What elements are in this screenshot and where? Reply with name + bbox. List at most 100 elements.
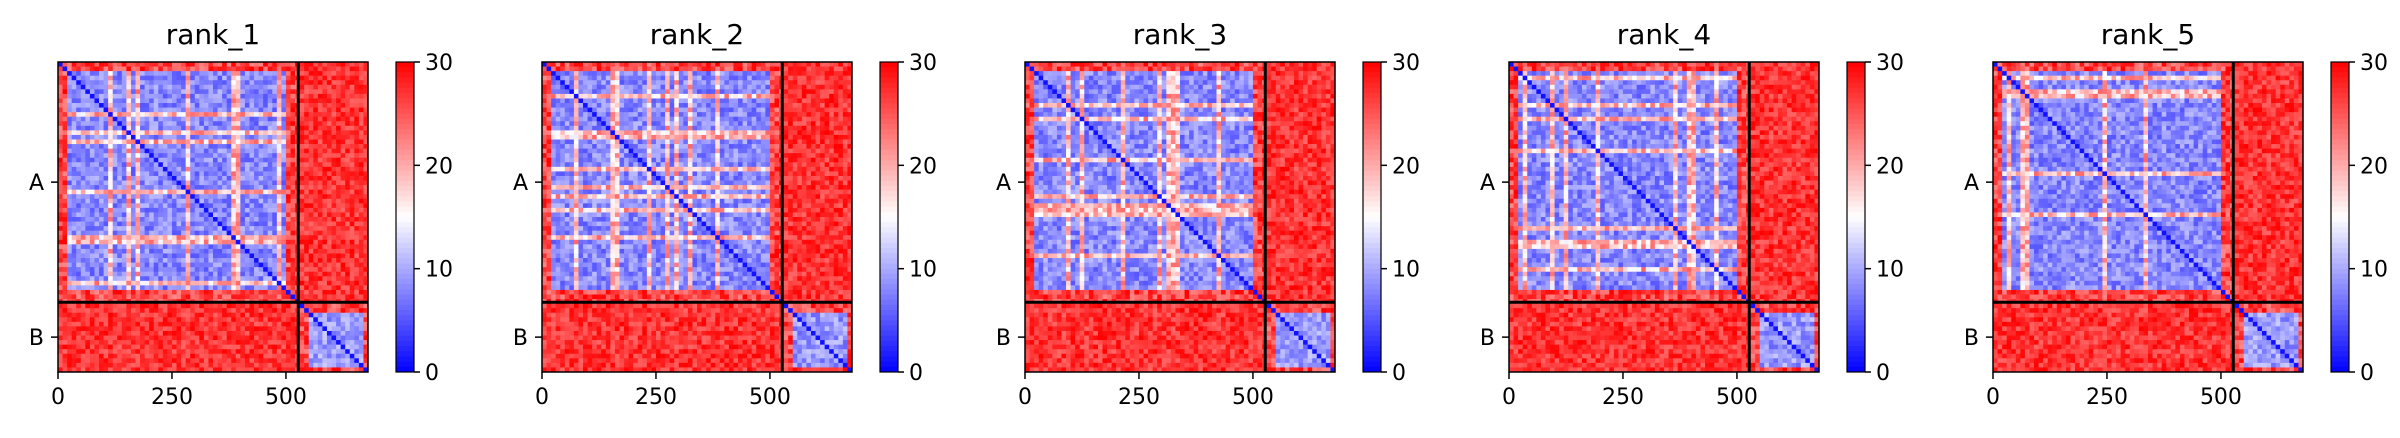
heatmap-cell bbox=[163, 185, 168, 190]
heatmap-cell bbox=[332, 144, 337, 149]
heatmap-cell bbox=[213, 181, 218, 186]
heatmap-cell bbox=[104, 171, 109, 176]
heatmap-cell bbox=[85, 153, 90, 158]
heatmap-cell bbox=[227, 76, 232, 81]
heatmap-cell bbox=[249, 135, 254, 140]
heatmap-cell bbox=[254, 158, 259, 163]
heatmap-cell bbox=[350, 130, 355, 135]
heatmap-cell bbox=[222, 153, 227, 158]
heatmap-cell bbox=[286, 130, 291, 135]
heatmap-cell bbox=[140, 103, 145, 108]
heatmap-cell bbox=[354, 85, 359, 90]
heatmap-cell bbox=[72, 185, 77, 190]
heatmap-cell bbox=[167, 167, 172, 172]
heatmap-cell bbox=[104, 176, 109, 181]
heatmap-cell bbox=[345, 126, 350, 131]
heatmap-cell bbox=[304, 158, 309, 163]
heatmap-cell bbox=[332, 158, 337, 163]
heatmap-cell bbox=[218, 89, 223, 94]
heatmap-cell bbox=[85, 167, 90, 172]
heatmap-cell bbox=[259, 149, 264, 154]
heatmap-cell bbox=[300, 85, 305, 90]
heatmap-cell bbox=[259, 176, 264, 181]
heatmap-cell bbox=[72, 71, 77, 76]
heatmap-cell bbox=[322, 67, 327, 72]
heatmap-cell bbox=[341, 181, 346, 186]
heatmap-cell bbox=[318, 144, 323, 149]
heatmap-cell bbox=[85, 158, 90, 163]
heatmap-cell bbox=[195, 171, 200, 176]
heatmap-cell bbox=[126, 85, 131, 90]
heatmap-cell bbox=[336, 98, 341, 103]
heatmap-cell bbox=[149, 103, 154, 108]
heatmap-cell bbox=[327, 71, 332, 76]
heatmap-cell bbox=[327, 76, 332, 81]
heatmap-cell bbox=[332, 162, 337, 167]
heatmap-cell bbox=[350, 71, 355, 76]
heatmap-cell bbox=[136, 135, 141, 140]
heatmap-cell bbox=[122, 71, 127, 76]
heatmap-cell bbox=[227, 181, 232, 186]
heatmap-cell bbox=[94, 121, 99, 126]
heatmap-cell bbox=[154, 117, 159, 122]
heatmap-cell bbox=[300, 126, 305, 131]
heatmap-cell bbox=[350, 98, 355, 103]
heatmap-cell bbox=[213, 117, 218, 122]
heatmap-cell bbox=[336, 130, 341, 135]
heatmap-cell bbox=[195, 167, 200, 172]
heatmap-cell bbox=[72, 98, 77, 103]
heatmap-cell bbox=[190, 76, 195, 81]
heatmap-cell bbox=[336, 171, 341, 176]
heatmap-cell bbox=[204, 117, 209, 122]
heatmap-cell bbox=[145, 130, 150, 135]
heatmap-cell bbox=[259, 85, 264, 90]
heatmap-cell bbox=[117, 112, 122, 117]
heatmap-cell bbox=[309, 71, 314, 76]
heatmap-cell bbox=[272, 158, 277, 163]
heatmap-cell bbox=[76, 149, 81, 154]
heatmap-cell bbox=[336, 71, 341, 76]
heatmap-cell bbox=[300, 76, 305, 81]
heatmap-cell bbox=[322, 153, 327, 158]
heatmap-cell bbox=[213, 108, 218, 113]
heatmap-cell bbox=[345, 98, 350, 103]
heatmap-cell bbox=[204, 103, 209, 108]
heatmap-cell bbox=[72, 76, 77, 81]
heatmap-cell bbox=[145, 89, 150, 94]
heatmap-cell bbox=[300, 167, 305, 172]
heatmap-cell bbox=[63, 108, 68, 113]
heatmap-cell bbox=[195, 117, 200, 122]
heatmap-cell bbox=[199, 94, 204, 99]
heatmap-cell bbox=[199, 103, 204, 108]
heatmap-cell bbox=[104, 185, 109, 190]
heatmap-cell bbox=[218, 135, 223, 140]
heatmap-cell bbox=[90, 94, 95, 99]
heatmap-cell bbox=[94, 153, 99, 158]
heatmap-cell bbox=[208, 89, 213, 94]
heatmap-cell bbox=[117, 76, 122, 81]
heatmap-cell bbox=[186, 67, 191, 72]
heatmap-cell bbox=[117, 121, 122, 126]
heatmap-cell bbox=[309, 135, 314, 140]
heatmap-cell bbox=[359, 158, 364, 163]
heatmap-cell bbox=[140, 167, 145, 172]
heatmap-cell bbox=[163, 67, 168, 72]
heatmap-cell bbox=[272, 181, 277, 186]
heatmap-cell bbox=[122, 158, 127, 163]
heatmap-cell bbox=[104, 167, 109, 172]
heatmap-cell bbox=[354, 158, 359, 163]
heatmap-cell bbox=[181, 103, 186, 108]
heatmap-cell bbox=[249, 76, 254, 81]
heatmap-cell bbox=[300, 158, 305, 163]
heatmap-cell bbox=[350, 103, 355, 108]
heatmap-cell bbox=[85, 162, 90, 167]
heatmap-cell bbox=[136, 112, 141, 117]
heatmap-cell bbox=[145, 98, 150, 103]
heatmap-cell bbox=[154, 98, 159, 103]
heatmap-cell bbox=[318, 94, 323, 99]
heatmap-cell bbox=[208, 140, 213, 145]
heatmap-cell bbox=[218, 108, 223, 113]
heatmap-cell bbox=[167, 94, 172, 99]
heatmap-cell bbox=[277, 171, 282, 176]
heatmap-cell bbox=[336, 94, 341, 99]
